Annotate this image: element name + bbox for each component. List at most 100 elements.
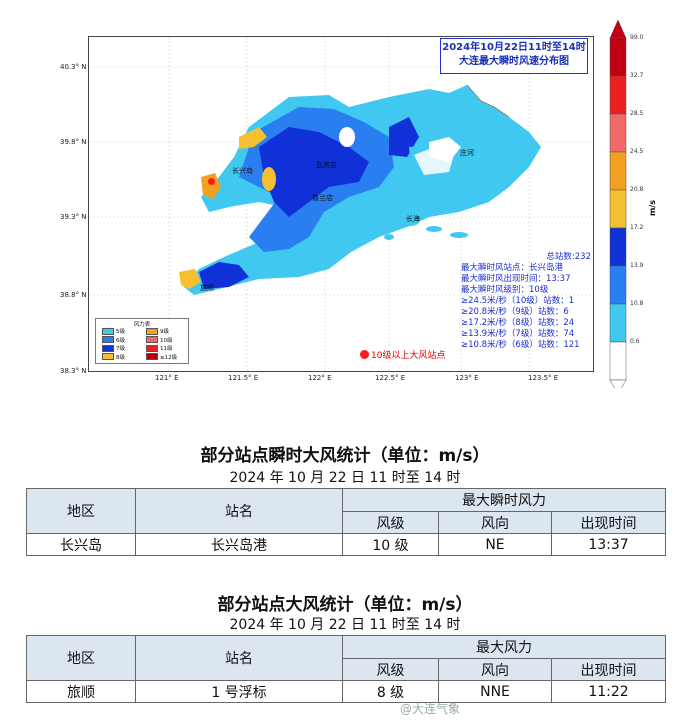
lon-tick: 122° E — [308, 374, 332, 382]
map-title: 2024年10月22日11时至14时 大连最大瞬时风速分布图 — [440, 38, 588, 74]
cell-station: 1 号浮标 — [135, 680, 343, 703]
legend-swatch — [102, 336, 114, 343]
legend-label: ≥12级 — [160, 354, 178, 361]
lon-tick: 122.5° E — [375, 374, 406, 382]
legend-swatch — [146, 327, 158, 335]
cell-time: 13:37 — [551, 533, 666, 556]
legend-item: ≥12级 — [146, 353, 177, 361]
stats-row: ≥24.5米/秒（10级）站数：1 — [461, 296, 575, 306]
col-group: 最大风力 — [342, 635, 666, 659]
cell-dir: NNE — [438, 680, 552, 703]
place-label: 瓦房店 — [316, 161, 337, 169]
colorbar-tick-label: 0.6 — [630, 338, 640, 345]
stats-row: ≥10.8米/秒（6级）站数：121 — [461, 340, 580, 350]
stats-row: ≥20.8米/秒（9级）站数：6 — [461, 307, 569, 317]
legend-swatch — [102, 344, 114, 352]
col-time: 出现时间 — [551, 511, 666, 534]
legend-item: 5级 — [102, 327, 125, 335]
stats-total: 总站数:232 — [546, 252, 591, 262]
col-dir: 风向 — [438, 658, 552, 681]
colorbar-tick-label: 20.8 — [630, 186, 644, 193]
lon-tick: 121.5° E — [228, 374, 259, 382]
colorbar-tick-label: 32.7 — [630, 72, 644, 79]
station-stats: 总站数:232 最大瞬时风站点：长兴岛港 最大瞬时风出现时间：13:37 最大瞬… — [461, 252, 591, 351]
map-title-line1: 2024年10月22日11时至14时 — [442, 42, 586, 53]
lat-tick: 40.3° N — [60, 63, 87, 71]
stats-max-station: 最大瞬时风站点：长兴岛港 — [461, 263, 564, 273]
colorbar-segment — [609, 303, 627, 343]
col-group: 最大瞬时风力 — [342, 488, 666, 512]
cell-level: 10 级 — [342, 533, 439, 556]
wind-legend: 风力表 5级 9级 6级 10级 7级 11级 8级 ≥12级 — [95, 318, 189, 364]
col-time: 出现时间 — [551, 658, 666, 681]
table-row: 长兴岛 长兴岛港 10 级 NE 13:37 — [26, 533, 666, 556]
lon-tick: 123.5° E — [528, 374, 559, 382]
legend-swatch — [146, 336, 158, 343]
col-level: 风级 — [342, 658, 439, 681]
table-row: 旅顺 1 号浮标 8 级 NNE 11:22 — [26, 680, 666, 703]
legend-label: 9级 — [160, 329, 169, 335]
colorbar-segment — [609, 189, 627, 229]
place-label: 长海 — [406, 215, 420, 223]
table1: 地区 站名 最大瞬时风力 风级 风向 出现时间 长兴岛 长兴岛港 10 级 NE… — [26, 488, 666, 556]
red-dot-icon — [360, 350, 369, 359]
legend-label: 6级 — [116, 337, 125, 344]
col-level: 风级 — [342, 511, 439, 534]
stats-row: ≥17.2米/秒（8级）站数：24 — [461, 318, 575, 328]
cell-time: 11:22 — [551, 680, 666, 703]
lat-tick: 39.8° N — [60, 138, 87, 146]
colorbar-unit: m/s — [648, 200, 657, 217]
table1-subtitle: 2024 年 10 月 22 日 11 时至 14 时 — [229, 470, 461, 486]
lat-tick: 39.3° N — [60, 213, 87, 221]
legend-item: 8级 — [102, 353, 125, 361]
colorbar-tick-label: 17.2 — [630, 224, 644, 231]
colorbar-segment — [609, 113, 627, 153]
col-station: 站名 — [135, 635, 343, 681]
legend-label: 7级 — [116, 346, 125, 352]
legend-title: 风力表 — [133, 322, 151, 328]
colorbar — [609, 19, 627, 388]
colorbar-segment — [609, 37, 627, 77]
legend-item: 7级 — [102, 344, 125, 352]
colorbar-tick-label: 10.8 — [630, 300, 644, 307]
legend-swatch — [146, 353, 158, 360]
cell-level: 8 级 — [342, 680, 439, 703]
place-label: 旅顺 — [200, 284, 214, 292]
colorbar-segment — [609, 265, 627, 305]
legend-item: 10级 — [146, 336, 173, 344]
table2: 地区 站名 最大风力 风级 风向 出现时间 旅顺 1 号浮标 8 级 NNE 1… — [26, 635, 666, 703]
stats-max-time: 最大瞬时风出现时间：13:37 — [461, 274, 571, 284]
col-dir: 风向 — [438, 511, 552, 534]
legend-label: 8级 — [116, 354, 125, 361]
zone-8-inland — [262, 167, 276, 191]
cell-region: 长兴岛 — [26, 533, 136, 556]
red-note: 10级以上大风站点 — [360, 348, 445, 361]
lat-tick: 38.3° N — [60, 367, 87, 375]
cell-station: 长兴岛港 — [135, 533, 343, 556]
table2-title: 部分站点大风统计（单位：m/s） — [217, 595, 473, 615]
colorbar-segment — [609, 227, 627, 267]
islands — [384, 218, 468, 240]
col-region: 地区 — [26, 488, 136, 534]
colorbar-segment — [609, 341, 627, 381]
map-title-line2: 大连最大瞬时风速分布图 — [459, 56, 569, 67]
col-region: 地区 — [26, 635, 136, 681]
cell-dir: NE — [438, 533, 552, 556]
legend-label: 5级 — [116, 329, 125, 335]
place-label: 长兴岛 — [232, 167, 253, 175]
wind-map — [88, 36, 594, 372]
zone-7 — [259, 127, 369, 217]
zone-7c — [199, 262, 249, 289]
legend-item: 9级 — [146, 327, 169, 335]
place-label: 庄河 — [460, 149, 474, 157]
colorbar-tick-label: 24.5 — [630, 148, 644, 155]
legend-label: 10级 — [160, 337, 173, 344]
col-station: 站名 — [135, 488, 343, 534]
zone-8-nw — [239, 127, 267, 149]
colorbar-tick-label: 99.0 — [630, 34, 644, 41]
place-label: 普兰店 — [312, 194, 333, 202]
lon-tick: 121° E — [155, 374, 179, 382]
colorbar-segment — [609, 75, 627, 115]
legend-label: 11级 — [160, 346, 173, 352]
legend-swatch — [146, 344, 158, 352]
